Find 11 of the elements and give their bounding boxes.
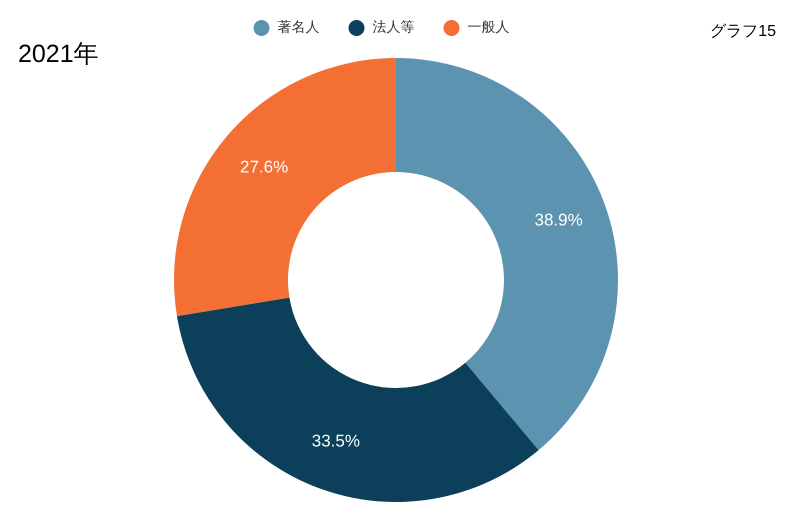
- data-label: 27.6%: [240, 158, 288, 177]
- text: グラフ15: [710, 23, 776, 40]
- donut-slice: [176, 298, 539, 502]
- legend-label: 法人等: [372, 18, 414, 35]
- donut-slice: [396, 58, 618, 450]
- data-label: 33.5%: [312, 432, 360, 451]
- donut-slice: [174, 58, 396, 316]
- legend-label: 著名人: [278, 18, 320, 35]
- data-label: 38.9%: [534, 210, 583, 230]
- legend-label: 一般人: [468, 18, 510, 35]
- text: 2021年: [18, 40, 99, 68]
